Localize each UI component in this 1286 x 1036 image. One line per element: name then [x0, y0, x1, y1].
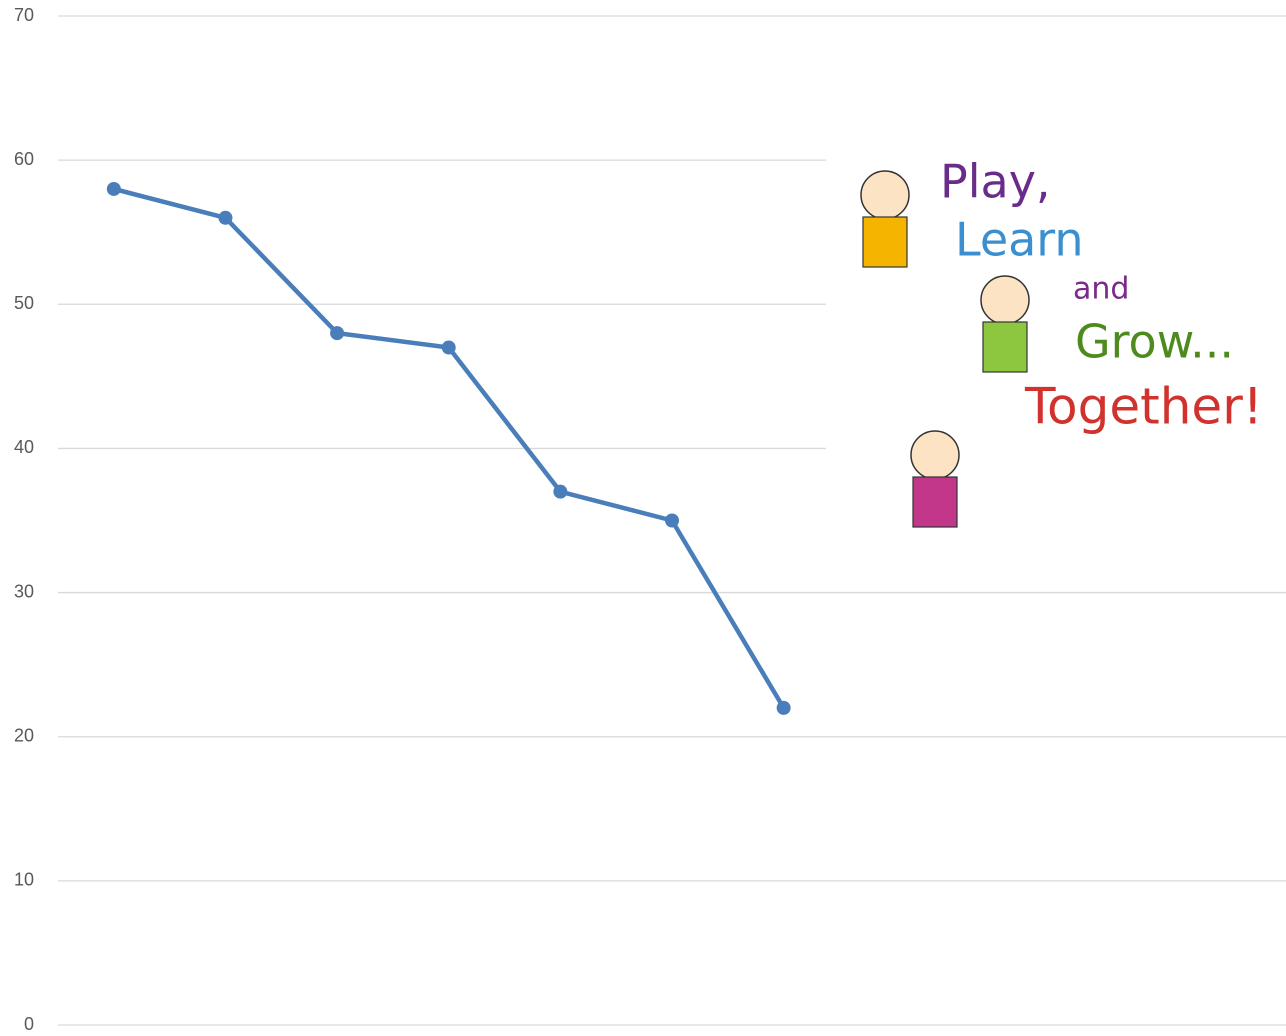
y-tick-label: 70 [14, 5, 34, 25]
chart: 0 10 20 30 40 50 60 70 Play,Learn and Grow... Toget… [0, 0, 1286, 1036]
logo-body [863, 217, 907, 267]
y-tick-label: 60 [14, 149, 34, 169]
y-tick-label: 50 [14, 293, 34, 313]
logo-text: Learn [955, 213, 1084, 267]
y-tick-label: 0 [24, 1014, 34, 1034]
y-tick-label: 20 [14, 725, 34, 745]
data-point [442, 341, 456, 355]
y-tick-label: 40 [14, 437, 34, 457]
logo-text: Play, [940, 155, 1051, 209]
logo-body [913, 477, 957, 527]
data-point [107, 182, 121, 196]
logo-text: Grow... [1075, 315, 1234, 369]
logo-head [911, 431, 959, 479]
data-point [553, 485, 567, 499]
data-point [330, 326, 344, 340]
logo-head [981, 276, 1029, 324]
logo-head [861, 171, 909, 219]
logo-text: and [1073, 272, 1129, 307]
y-tick-label: 30 [14, 581, 34, 601]
data-point [218, 211, 232, 225]
logo-text: Together! [1024, 378, 1263, 436]
data-point [665, 514, 679, 528]
data-point [777, 701, 791, 715]
y-tick-label: 10 [14, 870, 34, 890]
logo-body [983, 322, 1027, 372]
